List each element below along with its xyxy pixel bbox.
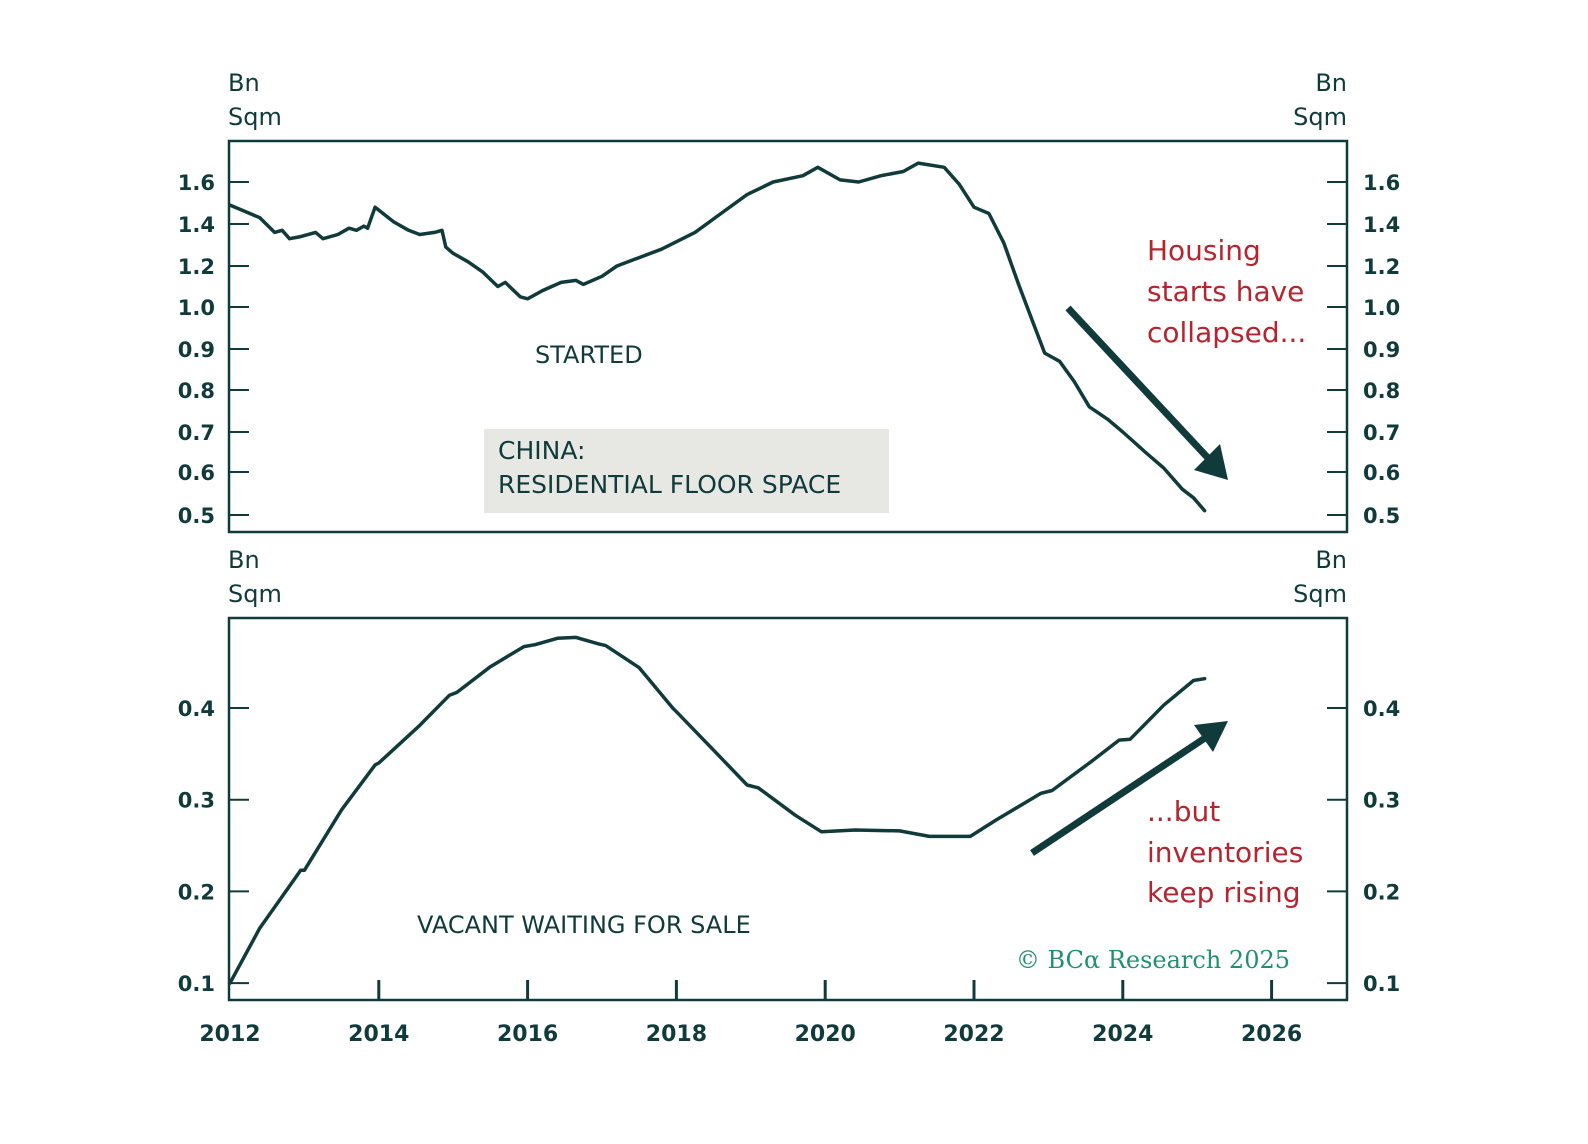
- annotation-top-line2: starts have: [1147, 275, 1304, 308]
- top-left-ytick-label: 0.6: [178, 461, 215, 485]
- bottom-right-unit-line2: Sqm: [1293, 580, 1347, 608]
- up-arrow-head-icon: [1194, 721, 1228, 752]
- xtick-label: 2026: [1241, 1022, 1302, 1047]
- bottom-right-ytick-label: 0.4: [1363, 697, 1400, 721]
- series-line-started: [228, 161, 1207, 513]
- top-left-unit-line1: Bn: [228, 69, 260, 97]
- xtick-label: 2018: [646, 1022, 707, 1047]
- chart-title-line1: CHINA:: [498, 436, 585, 465]
- series-label-started: STARTED: [535, 341, 643, 369]
- copyright-text: © BCα Research 2025: [1016, 946, 1290, 974]
- bottom-left-unit-line2: Sqm: [228, 580, 282, 608]
- top-right-ytick-label: 0.6: [1363, 461, 1400, 485]
- xtick-label: 2014: [348, 1022, 409, 1047]
- xtick-label: 2016: [497, 1022, 558, 1047]
- bottom-left-ytick-label: 0.4: [178, 697, 215, 721]
- top-left-unit-line2: Sqm: [228, 103, 282, 131]
- top-right-ytick-label: 0.9: [1363, 338, 1400, 362]
- annotation-bottom-line3: keep rising: [1147, 876, 1301, 909]
- top-y-axis: 1.6 1.6 1.4 1.4 1.2 1.2 1.0 1.0 0.9 0.9 0.8 0.8 0.7 0…: [178, 171, 1400, 528]
- series-label-vacant: VACANT WAITING FOR SALE: [417, 911, 751, 939]
- down-arrow-shaft: [1065, 305, 1211, 461]
- xtick-label: 2022: [943, 1022, 1004, 1047]
- bottom-right-ytick-label: 0.3: [1363, 789, 1400, 813]
- top-right-ytick-label: 1.0: [1363, 296, 1400, 320]
- bottom-series-group: [228, 635, 1207, 985]
- bottom-right-ytick-label: 0.1: [1363, 972, 1400, 996]
- xtick-label: 2012: [199, 1022, 260, 1047]
- bottom-left-unit-line1: Bn: [228, 546, 260, 574]
- top-left-ytick-label: 1.4: [178, 213, 215, 237]
- annotation-top-line1: Housing: [1147, 234, 1261, 267]
- chart-title-box: [484, 429, 889, 513]
- x-axis: 2012 2014 2016 2018 2020 2022 2024 2026: [199, 980, 1302, 1047]
- bottom-plot-frame: [227, 616, 1349, 1002]
- top-right-ytick-label: 1.6: [1363, 171, 1400, 195]
- top-left-ytick-label: 0.8: [178, 379, 215, 403]
- top-right-ytick-label: 0.8: [1363, 379, 1400, 403]
- top-right-unit-line2: Sqm: [1293, 103, 1347, 131]
- top-left-ytick-label: 1.2: [178, 255, 215, 279]
- top-right-ytick-label: 0.5: [1363, 504, 1400, 528]
- series-line-vacant: [228, 635, 1207, 985]
- up-arrow-shaft: [1030, 735, 1207, 856]
- annotation-bottom-line2: inventories: [1147, 836, 1303, 869]
- top-left-ytick-label: 0.7: [178, 421, 215, 445]
- top-left-ytick-label: 1.6: [178, 171, 215, 195]
- bottom-y-axis: 0.4 0.4 0.3 0.3 0.2 0.2 0.1 0.1: [178, 697, 1400, 996]
- top-plot-frame: [227, 139, 1349, 534]
- chart-title-line2: RESIDENTIAL FLOOR SPACE: [498, 470, 841, 499]
- xtick-label: 2024: [1092, 1022, 1153, 1047]
- top-right-unit-line1: Bn: [1315, 69, 1347, 97]
- top-left-ytick-label: 0.9: [178, 338, 215, 362]
- top-right-ytick-label: 0.7: [1363, 421, 1400, 445]
- xtick-label: 2020: [795, 1022, 856, 1047]
- top-right-ytick-label: 1.2: [1363, 255, 1400, 279]
- top-series-group: [228, 161, 1207, 513]
- top-left-ytick-label: 0.5: [178, 504, 215, 528]
- annotation-bottom-line1: ...but: [1147, 795, 1220, 828]
- bottom-left-ytick-label: 0.3: [178, 789, 215, 813]
- down-arrow-head-icon: [1194, 444, 1228, 480]
- bottom-right-ytick-label: 0.2: [1363, 880, 1400, 904]
- bottom-left-ytick-label: 0.2: [178, 880, 215, 904]
- top-left-ytick-label: 1.0: [178, 296, 215, 320]
- annotation-top-line3: collapsed...: [1147, 316, 1306, 349]
- bottom-left-ytick-label: 0.1: [178, 972, 215, 996]
- bottom-right-unit-line1: Bn: [1315, 546, 1347, 574]
- top-right-ytick-label: 1.4: [1363, 213, 1400, 237]
